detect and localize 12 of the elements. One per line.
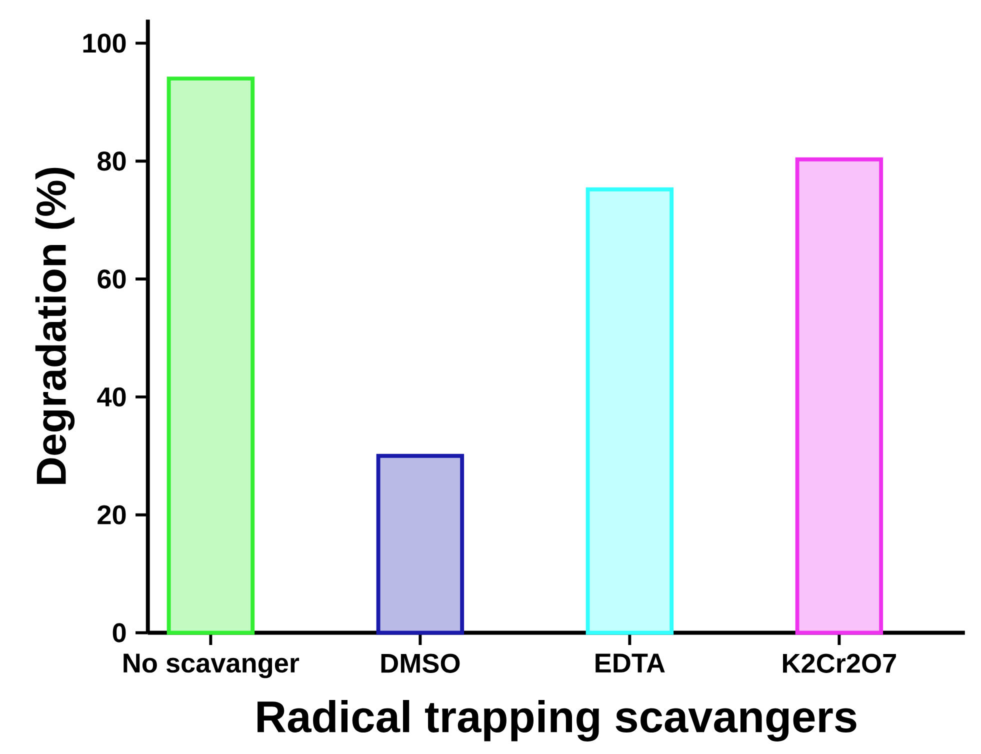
x-tick-label: No scavanger bbox=[124, 654, 300, 678]
y-tick-label: 100 bbox=[83, 34, 126, 53]
x-tick-label: EDTA bbox=[596, 654, 665, 672]
y-axis-title: Degradation (%) bbox=[35, 168, 75, 484]
y-tick-label: 20 bbox=[98, 505, 126, 524]
y-tick-label: 0 bbox=[112, 623, 126, 642]
x-axis-title: Radical trapping scavangers bbox=[258, 700, 856, 742]
y-tick-label: 80 bbox=[98, 152, 126, 171]
x-tick-label: DMSO bbox=[381, 654, 460, 673]
x-tick-label: K2Cr2O7 bbox=[783, 654, 896, 673]
y-tick-label: 60 bbox=[98, 269, 126, 289]
y-tick-label: 40 bbox=[97, 387, 126, 407]
